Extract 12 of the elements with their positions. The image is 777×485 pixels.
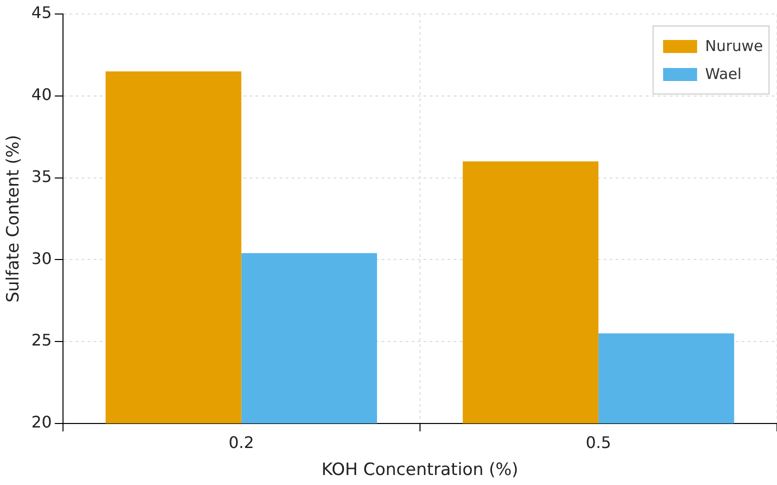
y-tick-label: 35 — [31, 166, 52, 186]
legend-label: Wael — [705, 64, 742, 83]
y-tick-label: 45 — [31, 3, 52, 22]
y-tick-label: 20 — [31, 412, 52, 432]
y-tick-label: 30 — [31, 248, 52, 268]
x-tick-label: 0.5 — [586, 433, 612, 452]
x-tick-label: 0.2 — [228, 433, 254, 452]
x-axis-title: KOH Concentration (%) — [321, 460, 518, 480]
y-tick-label: 25 — [31, 330, 52, 350]
legend-label: Nuruwe — [705, 36, 764, 55]
y-tick-label: 40 — [31, 85, 52, 104]
y-axis-title: Sulfate Content (%) — [4, 134, 24, 303]
